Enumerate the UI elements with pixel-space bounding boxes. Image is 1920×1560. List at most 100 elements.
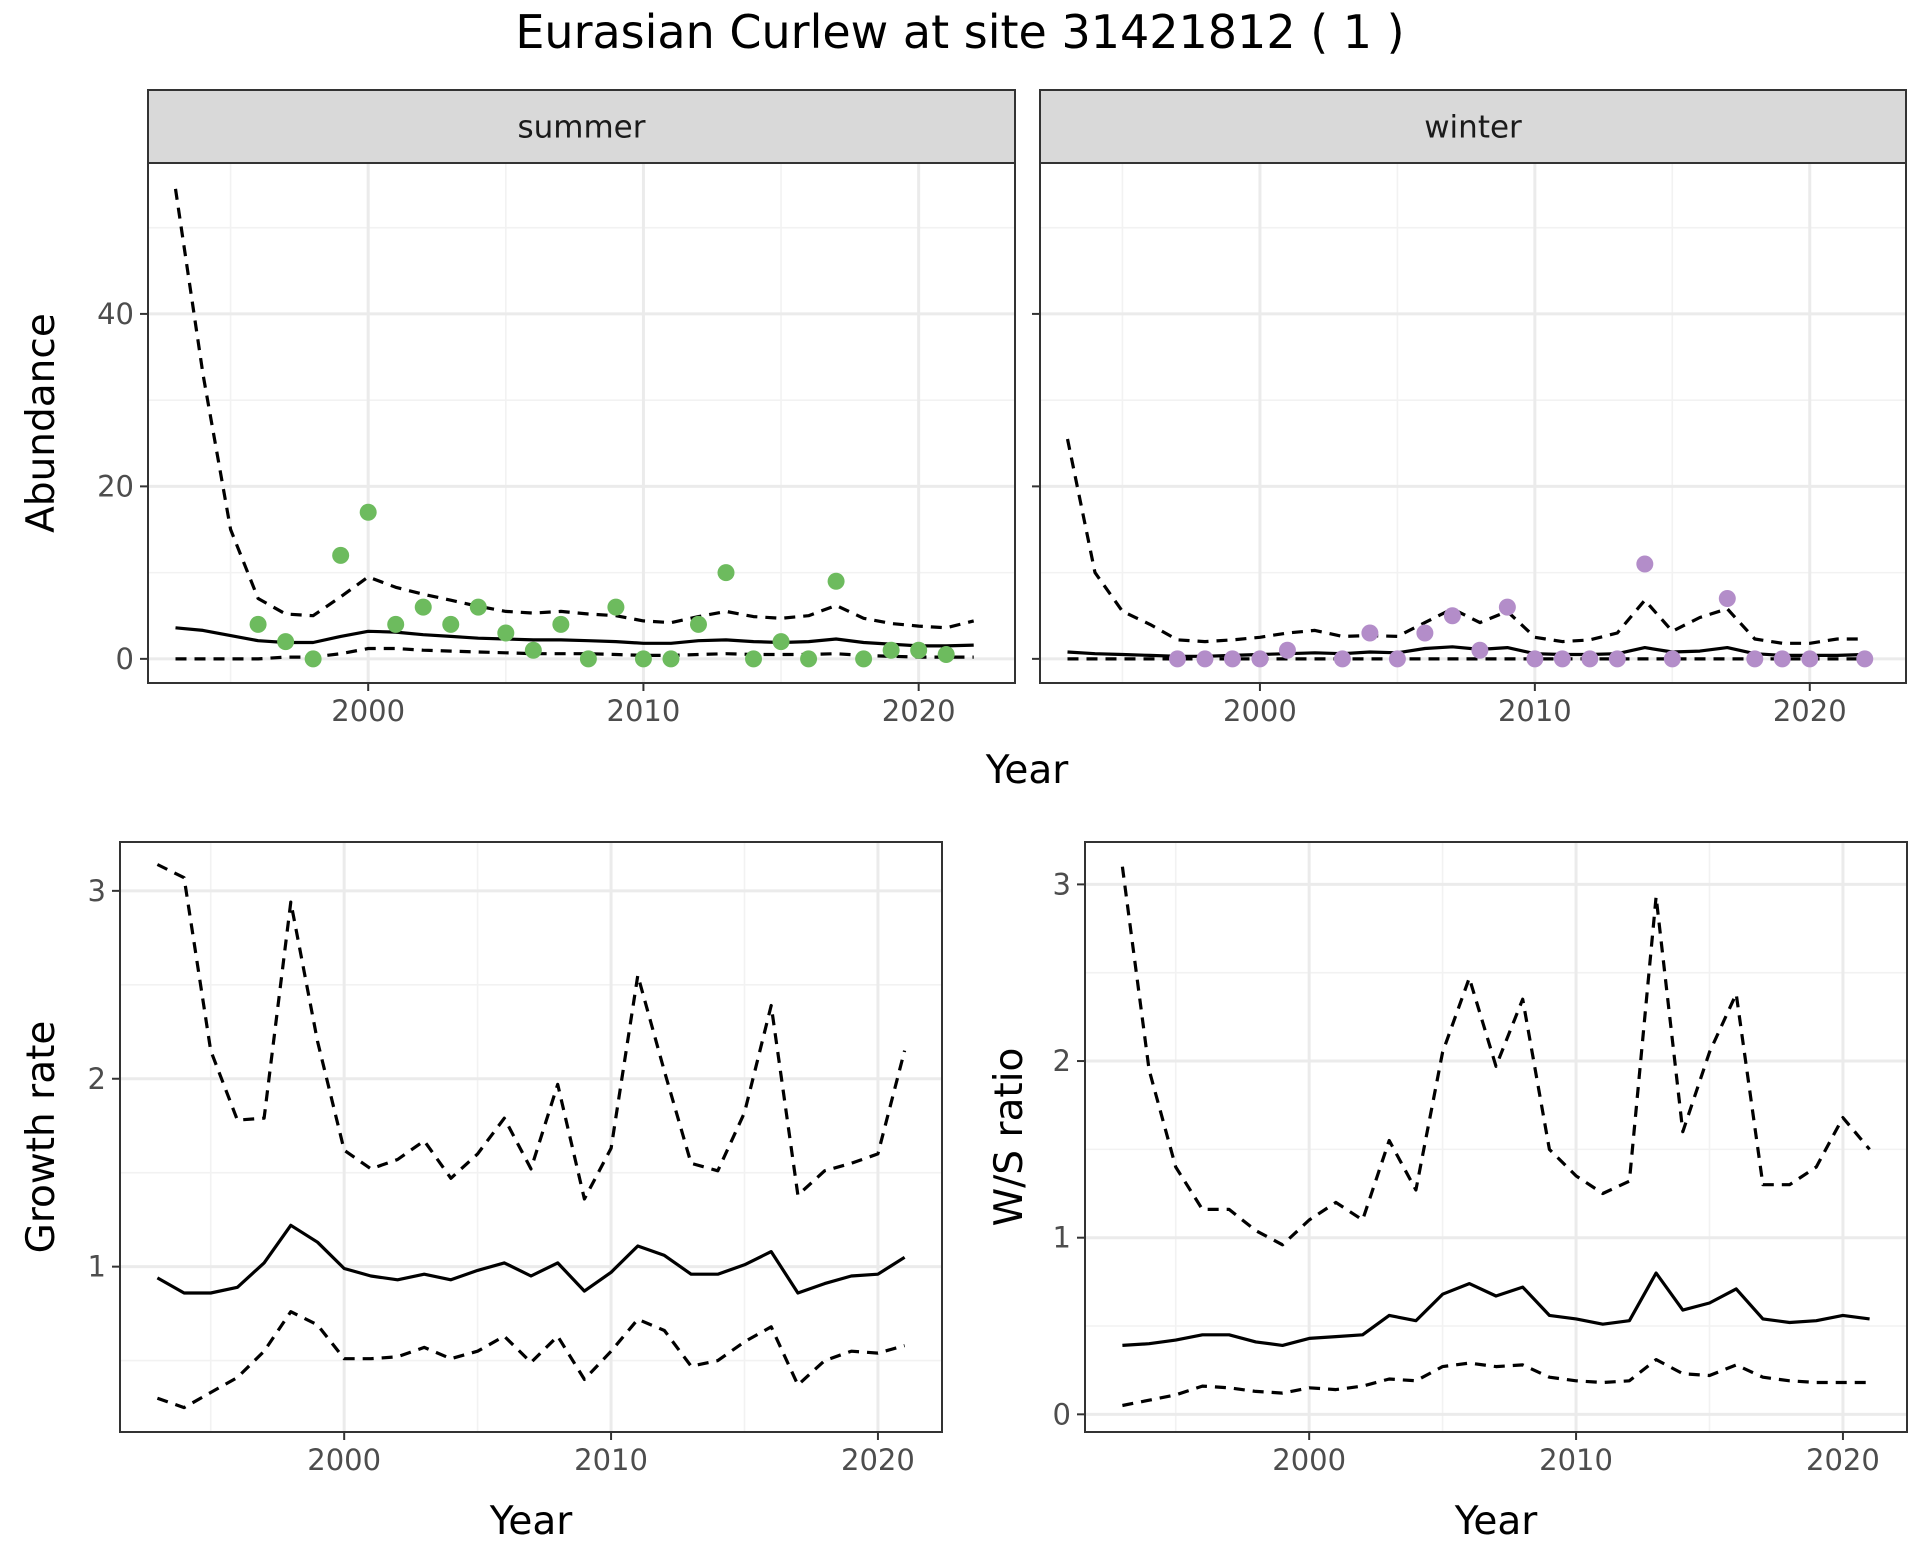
data-point xyxy=(1388,650,1406,668)
series-line-mean xyxy=(175,626,974,648)
data-point xyxy=(1471,641,1489,659)
x-tick-label: 2000 xyxy=(1272,1443,1346,1477)
data-point xyxy=(1196,650,1214,668)
data-point xyxy=(689,615,707,633)
data-point xyxy=(634,650,652,668)
x-tick-label: 2010 xyxy=(607,694,681,728)
plot-background xyxy=(1040,163,1906,683)
series-line-mean xyxy=(1122,1271,1870,1348)
x-tick-label: 2000 xyxy=(307,1443,381,1477)
panel-winter: winter 2000 2010 2020 xyxy=(1032,89,1907,728)
data-point xyxy=(772,633,790,651)
y-tick-label: 2 xyxy=(1053,1044,1071,1078)
data-point xyxy=(1278,641,1296,659)
data-point xyxy=(1773,650,1791,668)
data-point xyxy=(1223,650,1241,668)
data-point xyxy=(359,503,377,521)
x-tick-label: 2020 xyxy=(841,1443,915,1477)
panel-border xyxy=(1084,841,1908,1433)
panel-summer: summer 2000 2010 2020 0 20 40 Abundance xyxy=(19,89,1016,728)
y-tick-label: 1 xyxy=(88,1250,106,1284)
data-point xyxy=(579,650,597,668)
x-tick-label: 2010 xyxy=(1498,694,1572,728)
panel-ratio: 2000 2010 2020 0 1 2 3 W/S ratio Year xyxy=(987,841,1908,1544)
plot-background xyxy=(1085,842,1907,1432)
y-tick-label: 3 xyxy=(1053,867,1071,901)
series-line-lower xyxy=(1122,1357,1870,1408)
data-point xyxy=(249,615,267,633)
data-point xyxy=(1168,650,1186,668)
data-point xyxy=(1333,650,1351,668)
data-point xyxy=(1553,650,1571,668)
y-tick-label: 0 xyxy=(116,642,134,676)
data-point xyxy=(1608,650,1626,668)
data-point xyxy=(387,615,405,633)
data-point xyxy=(1443,607,1461,625)
data-point xyxy=(910,641,928,659)
y-tick-label: 20 xyxy=(97,469,134,503)
data-point xyxy=(1581,650,1599,668)
y-axis-title: Growth rate xyxy=(19,1021,64,1254)
data-point xyxy=(1526,650,1544,668)
data-point xyxy=(1718,589,1736,607)
plot-background xyxy=(120,842,942,1432)
y-tick-label: 0 xyxy=(1053,1397,1071,1431)
data-point xyxy=(1663,650,1681,668)
data-point xyxy=(855,650,873,668)
figure-title: Eurasian Curlew at site 31421812 ( 1 ) xyxy=(515,5,1404,59)
data-point xyxy=(1801,650,1819,668)
plot-background xyxy=(148,163,1015,683)
x-tick-label: 2010 xyxy=(1539,1443,1613,1477)
series-line-upper xyxy=(173,188,975,630)
data-point xyxy=(552,615,570,633)
y-tick-label: 2 xyxy=(88,1062,106,1096)
data-point xyxy=(1416,624,1434,642)
series-line-mean xyxy=(156,1223,906,1295)
x-tick-label: 2020 xyxy=(1773,694,1847,728)
data-point xyxy=(662,650,680,668)
x-tick-label: 2000 xyxy=(331,694,405,728)
data-point xyxy=(937,646,955,664)
panel-growth: 2000 2010 2020 1 2 3 Growth rate Year xyxy=(19,841,943,1544)
facet-strip-label: winter xyxy=(1424,110,1522,146)
x-tick-label: 2020 xyxy=(882,694,956,728)
data-point xyxy=(1361,624,1379,642)
data-point xyxy=(1251,650,1269,668)
x-axis-title: Year xyxy=(1454,1499,1539,1544)
x-axis-title-shared: Year xyxy=(985,748,1070,793)
x-tick-label: 2010 xyxy=(574,1443,648,1477)
data-point xyxy=(800,650,818,668)
y-tick-label: 40 xyxy=(97,297,134,331)
facet-strip xyxy=(147,89,1016,164)
data-point xyxy=(1856,650,1874,668)
series-line-lower xyxy=(156,1310,906,1410)
data-point xyxy=(277,633,295,651)
data-point xyxy=(827,572,845,590)
data-point xyxy=(469,598,487,616)
x-axis-title: Year xyxy=(489,1499,574,1544)
data-point xyxy=(745,650,763,668)
data-point xyxy=(882,641,900,659)
panel-border xyxy=(119,841,943,1433)
data-point xyxy=(1498,598,1516,616)
series-line-upper xyxy=(1065,438,1865,645)
series-line-upper xyxy=(1120,866,1871,1247)
data-point xyxy=(304,650,322,668)
data-point xyxy=(442,615,460,633)
data-point xyxy=(332,546,350,564)
x-tick-label: 2000 xyxy=(1223,694,1297,728)
data-point xyxy=(1746,650,1764,668)
data-point xyxy=(497,624,515,642)
y-tick-label: 1 xyxy=(1053,1221,1071,1255)
y-axis-title: W/S ratio xyxy=(987,1048,1032,1227)
data-point xyxy=(607,598,625,616)
data-point xyxy=(524,641,542,659)
data-point xyxy=(414,598,432,616)
facet-strip xyxy=(1039,89,1907,164)
series-line-upper xyxy=(156,863,907,1201)
y-axis-title: Abundance xyxy=(19,313,64,533)
data-point xyxy=(1636,555,1654,573)
y-tick-label: 3 xyxy=(88,874,106,908)
data-point xyxy=(717,564,735,582)
